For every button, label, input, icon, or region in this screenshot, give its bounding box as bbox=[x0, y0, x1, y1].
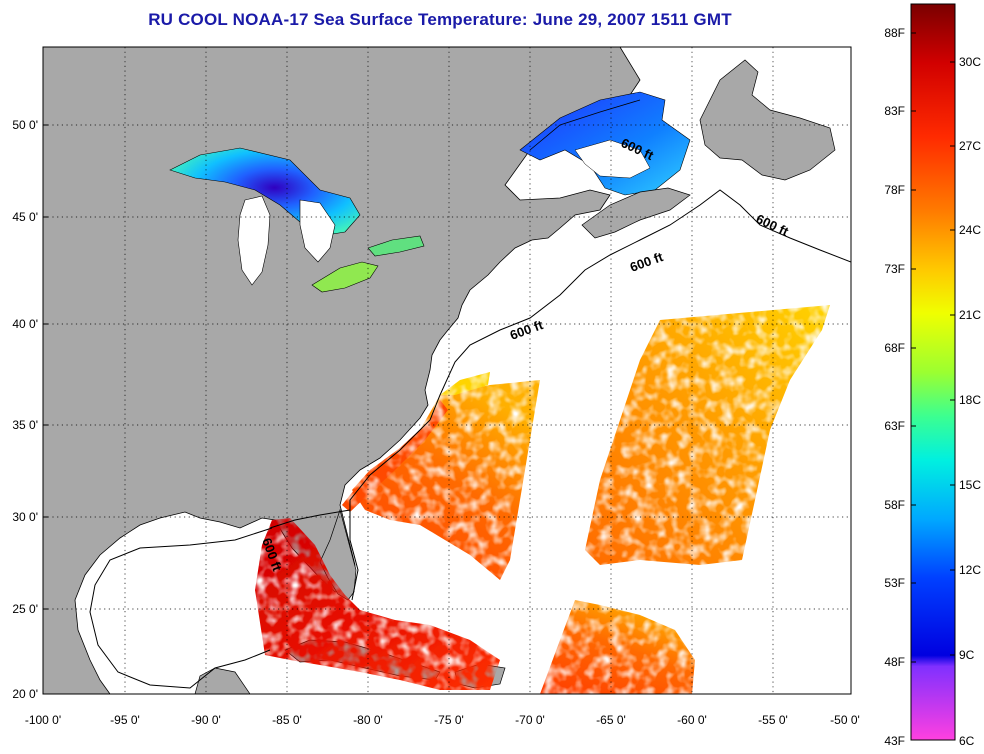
lon-tick-label: -85 0' bbox=[272, 713, 302, 727]
land-yucatan bbox=[194, 667, 251, 694]
colorbar-f-label: 73F bbox=[884, 262, 905, 276]
sst-swath-gulf bbox=[255, 518, 500, 690]
lon-tick-label: -60 0' bbox=[677, 713, 707, 727]
lon-tick-label: -65 0' bbox=[596, 713, 626, 727]
contour-600ft-greatlakes bbox=[529, 99, 641, 151]
colorbar-c-label: 9C bbox=[959, 648, 975, 662]
colorbar-f-label: 68F bbox=[884, 341, 905, 355]
colorbar-c-label: 24C bbox=[959, 223, 981, 237]
lon-tick-label: -95 0' bbox=[110, 713, 140, 727]
map-plot-area bbox=[43, 47, 851, 694]
lake-michigan bbox=[237, 195, 271, 286]
contour-600ft-gulf bbox=[89, 527, 273, 689]
lon-tick-label: -55 0' bbox=[758, 713, 788, 727]
colorbar-c-label: 6C bbox=[959, 734, 975, 748]
sst-swath-south bbox=[540, 600, 695, 694]
lat-tick-label: 45 0' bbox=[12, 210, 38, 224]
lon-tick-label: -100 0' bbox=[25, 713, 61, 727]
lon-tick-label: -70 0' bbox=[515, 713, 545, 727]
colorbar-c-label: 15C bbox=[959, 478, 981, 492]
colorbar-gradient bbox=[910, 3, 956, 741]
lat-axis: 20 0' 25 0' 30 0' 35 0' 40 0' 45 0' 50 0… bbox=[12, 118, 48, 701]
lat-tick-label: 40 0' bbox=[12, 317, 38, 331]
lat-tick-label: 20 0' bbox=[12, 687, 38, 701]
colorbar-f-label: 88F bbox=[884, 26, 905, 40]
lon-tick-label: -50 0' bbox=[830, 713, 860, 727]
lake-ontario bbox=[367, 235, 425, 257]
lon-tick-label: -90 0' bbox=[191, 713, 221, 727]
lat-tick-label: 30 0' bbox=[12, 510, 38, 524]
sst-swath-middle bbox=[352, 380, 540, 580]
colorbar-c-label: 12C bbox=[959, 563, 981, 577]
colorbar-c-label: 18C bbox=[959, 393, 981, 407]
lake-huron bbox=[299, 199, 336, 263]
colorbar-f-label: 58F bbox=[884, 498, 905, 512]
land-newfoundland bbox=[699, 59, 836, 181]
colorbar-f-label: 43F bbox=[884, 734, 905, 748]
colorbar-f-label: 48F bbox=[884, 655, 905, 669]
colorbar-f-label: 63F bbox=[884, 419, 905, 433]
contour-600ft bbox=[269, 189, 851, 601]
sst-swath-north bbox=[585, 305, 830, 565]
map-frame bbox=[42, 46, 852, 695]
colorbar: 88F 83F 78F 73F 68F 63F 58F 53F 48F 43F … bbox=[884, 3, 981, 748]
lon-tick-label: -80 0' bbox=[353, 713, 383, 727]
lon-axis: -100 0' -95 0' -90 0' -85 0' -80 0' -75 … bbox=[25, 713, 860, 727]
colorbar-c-label: 21C bbox=[959, 308, 981, 322]
colorbar-c-label: 30C bbox=[959, 55, 981, 69]
lake-erie bbox=[311, 261, 379, 293]
sst-yellow-north bbox=[440, 372, 490, 395]
sst-swaths bbox=[255, 305, 830, 694]
lat-tick-label: 50 0' bbox=[12, 118, 38, 132]
land-nova-scotia bbox=[581, 187, 691, 239]
land-north-america bbox=[43, 47, 641, 694]
lat-tick-label: 25 0' bbox=[12, 602, 38, 616]
colorbar-c-label: 27C bbox=[959, 139, 981, 153]
lon-tick-label: -75 0' bbox=[434, 713, 464, 727]
colorbar-f-label: 83F bbox=[884, 104, 905, 118]
map-title: RU COOL NOAA-17 Sea Surface Temperature:… bbox=[148, 10, 732, 29]
gulf-st-lawrence-inner bbox=[574, 139, 651, 179]
colorbar-f-label: 53F bbox=[884, 576, 905, 590]
colorbar-f-label: 78F bbox=[884, 183, 905, 197]
lat-tick-label: 35 0' bbox=[12, 418, 38, 432]
